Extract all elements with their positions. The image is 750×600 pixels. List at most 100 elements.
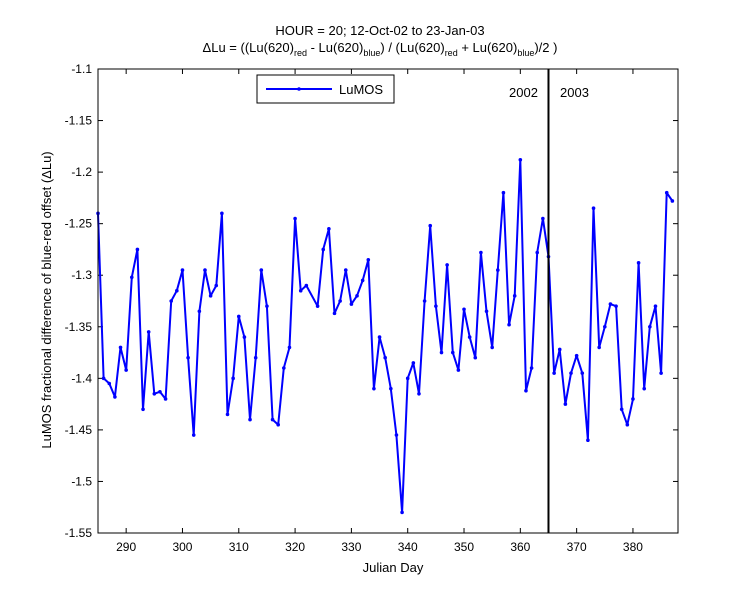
data-point xyxy=(574,353,579,358)
data-point xyxy=(231,376,235,381)
data-point xyxy=(197,309,202,314)
data-point xyxy=(591,206,596,210)
plot-frame xyxy=(97,68,679,534)
year-label-right: 2003 xyxy=(560,85,589,100)
data-point xyxy=(315,304,320,308)
data-point xyxy=(355,294,359,298)
data-point xyxy=(236,314,241,319)
data-point xyxy=(501,190,506,195)
data-point xyxy=(169,299,174,303)
y-tick-label: -1.15 xyxy=(65,114,93,128)
legend-label: LuMOS xyxy=(339,82,383,97)
y-tick-label: -1.25 xyxy=(65,217,93,231)
x-tick-label: 380 xyxy=(623,540,643,554)
data-point xyxy=(287,345,292,350)
data-point xyxy=(648,324,652,329)
data-point xyxy=(186,355,190,360)
data-point xyxy=(473,355,478,360)
data-point xyxy=(175,288,179,293)
data-point xyxy=(670,199,675,203)
data-point xyxy=(490,345,494,350)
data-point xyxy=(349,302,354,306)
x-tick-label: 320 xyxy=(285,540,305,554)
y-tick-label: -1.35 xyxy=(65,320,93,334)
data-point xyxy=(507,322,511,327)
data-point xyxy=(541,216,545,221)
data-point xyxy=(332,311,337,316)
data-point xyxy=(191,433,196,437)
data-point xyxy=(225,412,230,417)
data-point xyxy=(642,386,647,391)
data-point xyxy=(118,345,123,350)
y-axis-label: LuMOS fractional difference of blue-red … xyxy=(39,151,54,448)
data-point xyxy=(512,294,517,298)
data-point xyxy=(445,263,449,267)
data-point xyxy=(636,261,641,265)
x-tick-label: 300 xyxy=(172,540,192,554)
y-tick-label: -1.55 xyxy=(65,526,93,540)
data-point xyxy=(597,345,601,350)
data-point xyxy=(141,407,145,412)
x-tick-label: 330 xyxy=(341,540,361,554)
chart-title: HOUR = 20; 12-Oct-02 to 23-Jan-03 xyxy=(275,23,484,38)
data-point xyxy=(608,302,613,306)
data-point xyxy=(220,211,224,216)
data-point xyxy=(343,268,348,272)
data-point xyxy=(439,350,444,355)
data-point xyxy=(101,376,106,381)
data-point xyxy=(664,190,669,195)
data-point xyxy=(484,309,489,314)
x-tick-label: 350 xyxy=(454,540,474,554)
data-point xyxy=(377,335,382,339)
data-point xyxy=(467,335,472,339)
data-point xyxy=(259,268,264,272)
data-point xyxy=(242,335,247,339)
data-point xyxy=(146,330,151,334)
year-label-left: 2002 xyxy=(509,85,538,100)
y-tick-label: -1.3 xyxy=(71,268,92,282)
data-point xyxy=(462,307,466,312)
data-point xyxy=(614,304,618,308)
data-point xyxy=(276,422,280,427)
data-point xyxy=(496,268,500,272)
data-point xyxy=(107,381,112,386)
data-point xyxy=(338,299,342,303)
data-point xyxy=(400,510,404,515)
data-point xyxy=(360,278,365,283)
data-point xyxy=(372,386,376,391)
data-point xyxy=(394,433,399,437)
data-point xyxy=(569,371,573,375)
data-point xyxy=(152,392,157,396)
data-point xyxy=(417,392,421,396)
chart-subtitle: ΔLu = ((Lu(620)red - Lu(620)blue) / (Lu(… xyxy=(203,40,558,58)
x-tick-label: 360 xyxy=(510,540,530,554)
data-point xyxy=(124,368,128,372)
data-point xyxy=(653,304,658,308)
data-point xyxy=(450,350,455,355)
data-point xyxy=(208,294,213,298)
data-point xyxy=(327,227,331,231)
data-point xyxy=(428,223,433,228)
data-point xyxy=(411,361,416,365)
data-point xyxy=(270,417,275,422)
x-tick-label: 370 xyxy=(567,540,587,554)
y-tick-label: -1.4 xyxy=(71,371,92,385)
data-point xyxy=(552,371,556,375)
data-point xyxy=(214,283,219,288)
data-point xyxy=(366,257,371,262)
data-point xyxy=(659,371,663,375)
data-point xyxy=(405,376,410,381)
data-point xyxy=(518,157,523,162)
data-point xyxy=(129,275,134,280)
data-point xyxy=(479,250,483,255)
y-tick-label: -1.45 xyxy=(65,423,93,437)
data-point xyxy=(631,397,635,401)
data-point xyxy=(563,402,568,406)
legend-marker xyxy=(297,87,301,91)
data-point xyxy=(158,389,162,394)
data-point xyxy=(434,304,438,308)
data-point xyxy=(625,422,630,427)
data-point xyxy=(298,288,303,293)
data-point xyxy=(321,247,326,252)
